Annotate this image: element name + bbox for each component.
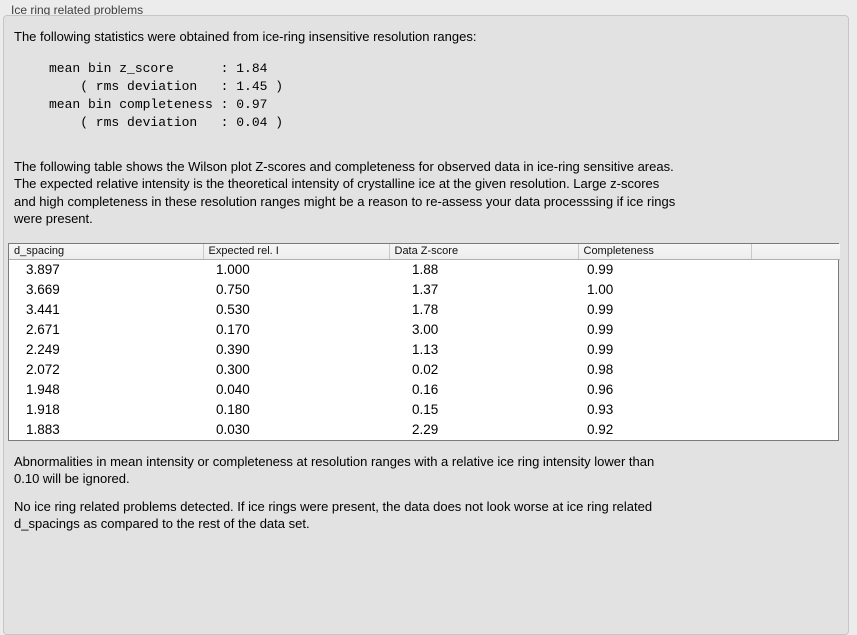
cell [751,280,840,300]
table-row[interactable]: 1.883 0.030 2.29 0.92 [9,420,840,440]
cell: 2.671 [26,322,60,337]
cell: 0.180 [216,402,250,417]
cell: 0.16 [412,382,439,397]
column-header-expected-rel-i: Expected rel. I [203,243,390,260]
cell: 0.040 [216,382,250,397]
cell [751,340,840,360]
table-row[interactable]: 3.441 0.530 1.78 0.99 [9,300,840,320]
stats-block: mean bin z_score : 1.84 ( rms deviation … [49,60,284,130]
cell [751,420,840,440]
table-row[interactable]: 1.918 0.180 0.15 0.93 [9,400,840,420]
cell: 0.030 [216,422,250,437]
cell: 3.00 [412,322,439,337]
intro-text: The following statistics were obtained f… [14,29,477,44]
cell: 1.78 [412,302,439,317]
column-header-data-z-score: Data Z-score [389,243,579,260]
cell: 1.13 [412,342,439,357]
cell: 0.02 [412,362,439,377]
ice-ring-table[interactable]: d_spacing Expected rel. I Data Z-score Comp… [8,242,840,441]
cell [751,380,840,400]
cell: 3.897 [26,262,60,278]
cell: 1.883 [26,422,60,437]
cell: 0.93 [587,402,614,417]
conclusion-text: No ice ring related problems detected. I… [14,498,653,532]
cell: 0.99 [587,322,614,337]
cell: 1.00 [587,282,614,297]
ice-ring-panel: The following statistics were obtained f… [3,15,849,635]
cell: 1.948 [26,382,60,397]
cell [751,300,840,320]
cell: 1.37 [412,282,439,297]
ice-ring-data-table: d_spacing Expected rel. I Data Z-score Comp… [9,243,840,440]
cell: 1.000 [216,262,250,278]
description-text: The following table shows the Wilson plo… [14,158,676,227]
cell: 0.300 [216,362,250,377]
table-header-row: d_spacing Expected rel. I Data Z-score Comp… [9,243,840,260]
cell: 0.92 [587,422,614,437]
table-row[interactable]: 2.671 0.170 3.00 0.99 [9,320,840,340]
cell: 3.441 [26,302,60,317]
cell: 3.669 [26,282,60,297]
cell: 0.99 [587,342,614,357]
ignore-note: Abnormalities in mean intensity or compl… [14,453,655,487]
cell [751,400,840,420]
cell [751,320,840,340]
table-row[interactable]: 2.249 0.390 1.13 0.99 [9,340,840,360]
cell: 0.750 [216,282,250,297]
cell: 0.170 [216,322,250,337]
cell: 2.072 [26,362,60,377]
column-header-blank [751,243,840,260]
column-header-d-spacing: d_spacing [9,243,204,260]
cell: 0.96 [587,382,614,397]
cell: 2.29 [412,422,439,437]
table-row[interactable]: 2.072 0.300 0.02 0.98 [9,360,840,380]
cell: 2.249 [26,342,60,357]
cell [751,360,840,380]
table-row[interactable]: 1.948 0.040 0.16 0.96 [9,380,840,400]
cell: 0.390 [216,342,250,357]
table-row[interactable]: 3.897 1.000 1.88 0.99 [9,260,840,280]
cell: 1.88 [412,262,439,278]
cell: 1.918 [26,402,60,417]
cell: 0.99 [587,302,614,317]
column-header-completeness: Completeness [578,243,752,260]
panel-title: Ice ring related problems [11,3,144,17]
cell: 0.15 [412,402,439,417]
cell: 0.98 [587,362,614,377]
table-row[interactable]: 3.669 0.750 1.37 1.00 [9,280,840,300]
cell: 0.530 [216,302,250,317]
cell: 0.99 [587,262,614,278]
cell [751,260,840,280]
